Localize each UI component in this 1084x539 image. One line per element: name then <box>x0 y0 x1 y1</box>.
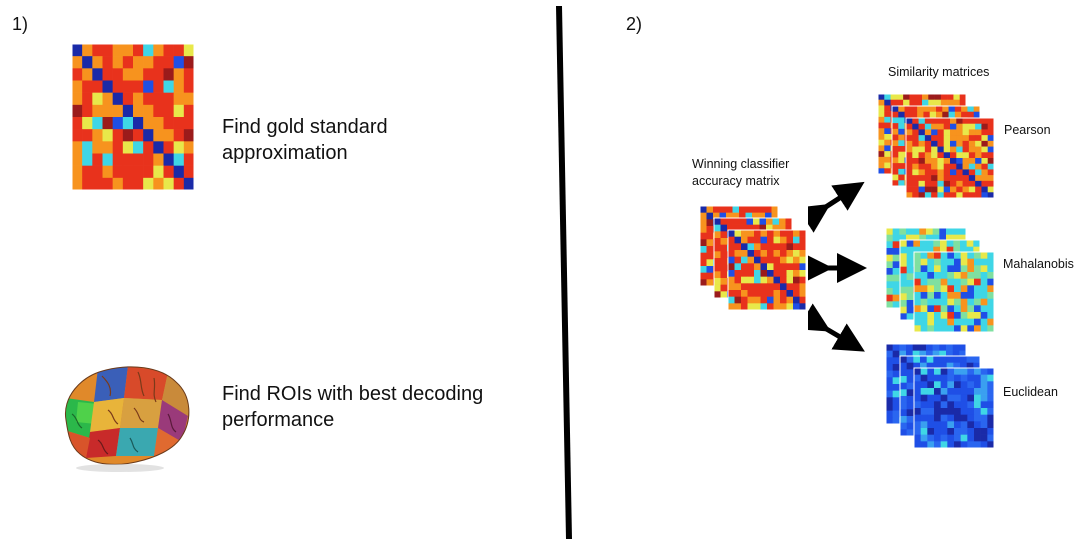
gold-standard-heatmap <box>72 44 194 190</box>
classifier-label-line-1: Winning classifier <box>692 157 790 171</box>
arrow-to-pearson <box>808 181 865 233</box>
step-2-line-1: Find ROIs with best decoding <box>222 383 484 405</box>
euclidean-matrix-stack <box>886 344 995 449</box>
pearson-matrix-stack <box>878 94 995 199</box>
classifier-accuracy-matrix-stack <box>700 206 807 311</box>
step-1-line-2: approximation <box>222 142 348 164</box>
mahalanobis-matrix-stack <box>886 228 995 333</box>
step-1-line-1: Find gold standard <box>222 116 388 138</box>
classifier-label: Winning classifier accuracy matrix <box>692 156 822 190</box>
mahalanobis-label: Mahalanobis <box>1003 257 1074 271</box>
panel-divider <box>556 6 572 539</box>
euclidean-label: Euclidean <box>1003 385 1058 399</box>
similarity-matrices-title: Similarity matrices <box>888 65 990 79</box>
classifier-label-line-2: accuracy matrix <box>692 174 780 188</box>
step-1-text: Find gold standard approximation <box>222 114 442 166</box>
step-2-line-2: performance <box>222 409 335 431</box>
panel-1-number: 1) <box>12 14 29 34</box>
brain-roi-illustration <box>64 366 190 472</box>
pearson-label: Pearson <box>1004 123 1051 137</box>
step-2-text: Find ROIs with best decoding performance <box>222 381 522 433</box>
arrow-to-euclidean <box>808 303 865 352</box>
comparison-arrows <box>808 181 867 352</box>
panel-2-number: 2) <box>626 14 643 34</box>
